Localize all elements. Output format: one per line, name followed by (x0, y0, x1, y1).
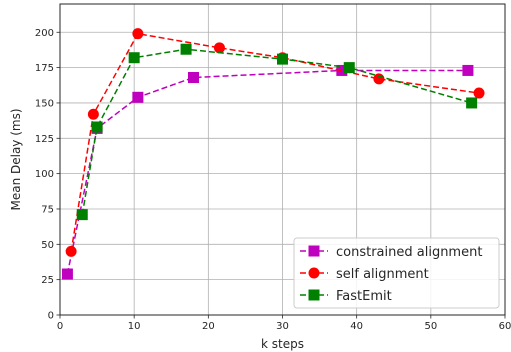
legend-marker (308, 267, 320, 279)
y-tick-label: 50 (41, 240, 54, 251)
y-tick-label: 125 (35, 134, 54, 145)
data-point (213, 42, 225, 54)
x-axis-label: k steps (261, 337, 304, 351)
x-tick-label: 0 (57, 321, 63, 332)
data-point (87, 108, 99, 120)
x-tick-label: 40 (350, 321, 363, 332)
data-point (180, 43, 192, 55)
data-point (466, 97, 478, 109)
ticks: 0 10 20 30 40 50 60 0 25 50 75 100 125 150 175 200 (35, 28, 511, 332)
data-point (65, 245, 77, 257)
series-0 (61, 64, 474, 280)
y-tick-label: 175 (35, 63, 54, 74)
y-tick-label: 0 (48, 311, 54, 322)
data-point (91, 121, 103, 133)
data-point (61, 268, 73, 280)
y-tick-label: 25 (41, 275, 54, 286)
series-line (66, 69, 468, 275)
y-tick-label: 200 (35, 28, 54, 39)
legend-label: FastEmit (336, 289, 392, 304)
data-point (462, 64, 474, 76)
series-line (70, 32, 480, 252)
legend-label: self alignment (336, 267, 429, 282)
legend-marker (308, 245, 320, 257)
y-tick-label: 75 (41, 204, 54, 215)
legend-label: constrained alignment (336, 245, 482, 260)
data-point (132, 28, 144, 40)
data-point (128, 52, 140, 64)
legend: constrained alignment self alignment FastE… (293, 237, 500, 309)
legend-marker (308, 289, 320, 301)
y-axis-label: Mean Delay (ms) (9, 108, 23, 210)
data-point (473, 87, 485, 99)
x-tick-label: 20 (202, 321, 215, 332)
grid (59, 4, 506, 316)
series-layer (61, 28, 485, 280)
data-point (76, 209, 88, 221)
data-point (277, 53, 288, 65)
series-2 (76, 43, 478, 221)
data-point (132, 91, 144, 103)
legend-frame (293, 237, 500, 309)
y-tick-label: 100 (35, 169, 54, 180)
x-tick-label: 60 (499, 321, 511, 332)
data-point (188, 72, 199, 84)
legend-entry: FastEmit (300, 289, 392, 304)
y-tick-label: 150 (35, 98, 54, 109)
legend-entry: constrained alignment (300, 245, 482, 260)
x-tick-label: 30 (276, 321, 289, 332)
data-point (343, 62, 355, 74)
x-tick-label: 10 (128, 321, 141, 332)
x-tick-label: 50 (424, 321, 437, 332)
legend-entry: self alignment (300, 267, 429, 282)
